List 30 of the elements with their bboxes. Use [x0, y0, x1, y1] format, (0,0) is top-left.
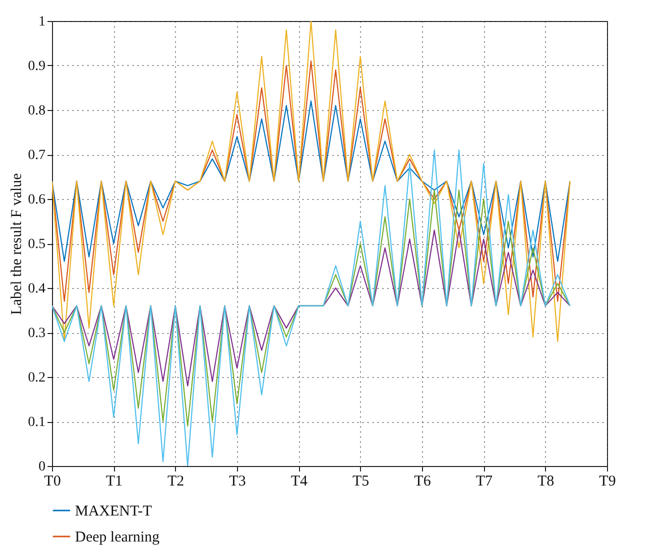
x-tick-label: T0 [44, 474, 61, 490]
y-tick-label: 1 [38, 14, 46, 30]
x-tick-label: T2 [167, 474, 184, 490]
y-tick-label: 0.4 [28, 282, 46, 296]
x-tick-label: T1 [106, 474, 123, 490]
line-series [52, 150, 571, 466]
y-tick-label: 0.8 [28, 104, 46, 118]
y-tick-label: 0.3 [28, 326, 46, 341]
x-tick-label: T8 [537, 474, 554, 490]
line-series [52, 60, 571, 302]
line-series [52, 230, 571, 386]
legend-label: Deep learning [75, 530, 160, 546]
x-tick-label: T6 [414, 474, 432, 490]
y-tick-label: 0.5 [28, 237, 46, 252]
y-axis-title: Label the result F value [9, 172, 25, 315]
line-series [52, 21, 571, 342]
y-tick-label: 0.9 [28, 59, 46, 74]
line-series [52, 100, 571, 262]
y-tick-label: 0.6 [28, 192, 46, 208]
y-tick-label: 0.7 [28, 148, 46, 163]
x-tick-label: T4 [290, 474, 308, 490]
line-series [52, 190, 571, 426]
y-tick-label: 0.1 [28, 415, 46, 430]
y-tick-label: 0.2 [28, 370, 46, 386]
x-tick-label: T9 [599, 474, 616, 490]
x-tick-label: T3 [229, 474, 246, 490]
x-tick-label: T7 [476, 474, 493, 490]
legend-label: MAXENT-T [75, 504, 152, 520]
x-tick-label: T5 [352, 474, 370, 490]
y-tick-label: 0 [38, 460, 46, 474]
